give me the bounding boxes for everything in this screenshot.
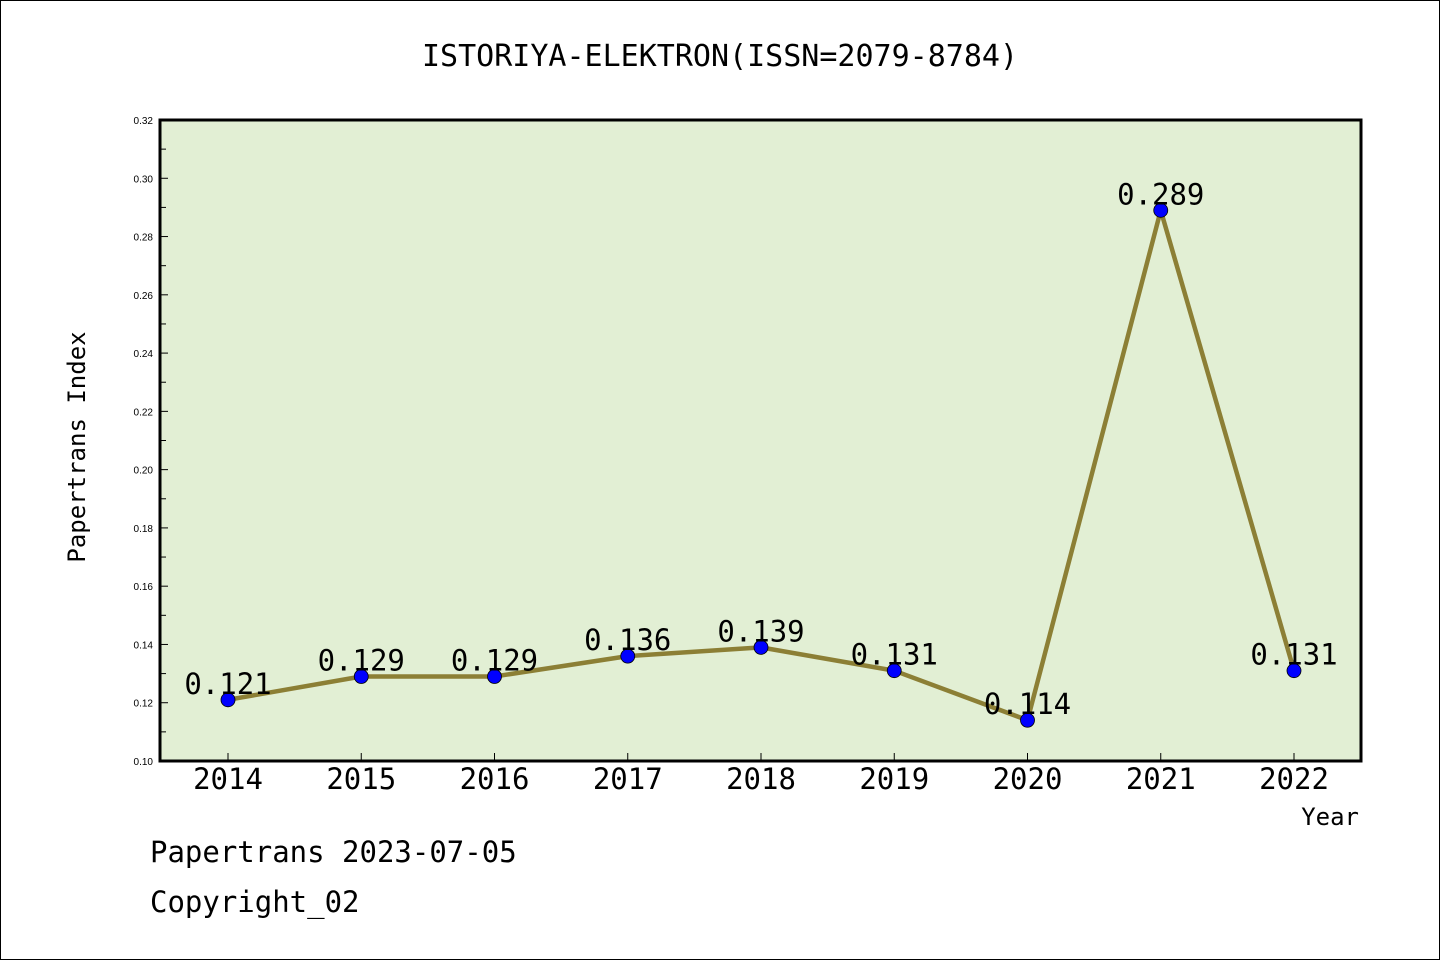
data-markers xyxy=(220,202,1302,728)
y-tick-label: 0.16 xyxy=(134,582,154,593)
y-tick-label: 0.22 xyxy=(134,407,154,418)
data-point xyxy=(1286,663,1302,679)
y-tick-label: 0.30 xyxy=(134,174,154,185)
data-point xyxy=(1153,202,1169,218)
x-tick-label: 2018 xyxy=(726,762,796,796)
data-labels: 0.121 0.129 0.129 0.136 0.139 0.131 0.114 0.289… xyxy=(184,177,1337,721)
y-tick-label: 0.14 xyxy=(134,640,154,651)
data-label: 0.131 xyxy=(1250,638,1337,672)
y-tick-label: 0.12 xyxy=(134,699,154,710)
data-point xyxy=(220,692,236,708)
y-tick-label: 0.20 xyxy=(134,466,154,477)
x-tick-label: 2014 xyxy=(193,762,263,796)
y-axis-label: Papertrans Index xyxy=(63,331,91,562)
data-label: 0.139 xyxy=(717,614,804,648)
footer-date-line: Papertrans 2023-07-05 xyxy=(150,835,517,869)
x-axis-label: Year xyxy=(1301,803,1359,831)
y-tick-label: 0.26 xyxy=(134,291,154,302)
data-label: 0.121 xyxy=(184,667,271,701)
data-point xyxy=(487,669,502,684)
data-point xyxy=(620,648,636,664)
data-label: 0.114 xyxy=(984,687,1071,721)
x-tick-label: 2022 xyxy=(1259,762,1329,796)
data-point xyxy=(753,639,769,655)
y-tick-label: 0.24 xyxy=(134,349,154,360)
x-tick-label: 2016 xyxy=(460,762,530,796)
data-label: 0.289 xyxy=(1117,177,1204,211)
footer-copyright: Copyright_02 xyxy=(150,885,360,919)
x-tick-label: 2015 xyxy=(326,762,396,796)
data-point xyxy=(353,669,369,684)
x-tick-label: 2017 xyxy=(593,762,663,796)
y-axis: 0.10 0.12 0.14 0.16 0.18 0.20 0.22 0.24 0.26 0.28… xyxy=(134,116,168,768)
y-tick-label: 0.10 xyxy=(134,757,154,768)
y-tick-label: 0.28 xyxy=(134,233,154,244)
x-axis: 2014 2015 2016 2017 2018 2019 2020 2021 2022 xyxy=(193,753,1329,796)
data-label: 0.131 xyxy=(851,638,938,672)
y-tick-label: 0.32 xyxy=(134,116,154,127)
x-tick-label: 2020 xyxy=(993,762,1063,796)
x-tick-label: 2019 xyxy=(859,762,929,796)
x-tick-label: 2021 xyxy=(1126,762,1196,796)
data-label: 0.129 xyxy=(318,644,405,678)
chart-title: ISTORIYA-ELEKTRON(ISSN=2079-8784) xyxy=(422,39,1018,74)
data-point xyxy=(1020,712,1035,728)
data-point xyxy=(886,663,902,679)
data-label: 0.136 xyxy=(584,623,671,657)
y-tick-label: 0.18 xyxy=(134,524,154,535)
data-label: 0.129 xyxy=(451,644,538,678)
